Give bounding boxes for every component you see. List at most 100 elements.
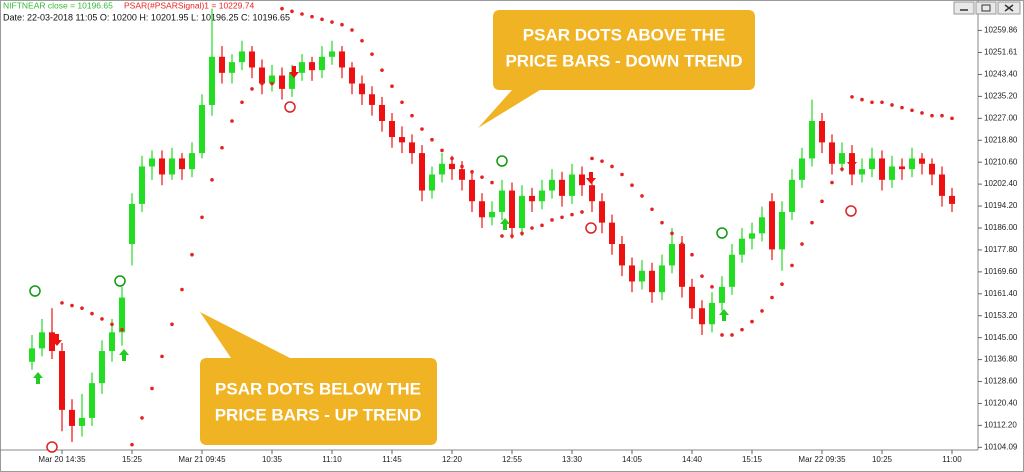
candle-body [439,163,445,175]
psar-dot [150,386,154,391]
y-tick-label: 10169.60 [984,267,1018,276]
signal-marker [46,441,58,453]
candle-body [89,383,95,418]
y-tick-label: 10104.09 [984,442,1018,451]
window-buttons[interactable] [953,1,1021,15]
candle-body [639,270,645,282]
maximize-button[interactable] [975,1,997,15]
candle-body [359,83,365,95]
candle-body [799,158,805,180]
candle-body [249,51,255,68]
psar-dot [310,14,314,19]
signal-marker [845,205,857,217]
maximize-icon [981,4,991,12]
psar-dot [400,100,404,105]
psar-dot [300,12,304,16]
candle-body [189,153,195,170]
candle-body [419,153,425,191]
bar-readout: Date: 22-03-2018 11:05 O: 10200 H: 10201… [3,12,290,22]
psar-dot [900,105,904,110]
candle-body [219,56,225,73]
y-tick-label: 10251.61 [984,48,1018,57]
psar-dot [520,231,524,236]
psar-dot [370,52,374,56]
psar-dot [670,231,674,236]
candle-body [289,72,295,89]
candle-body [789,179,795,212]
psar-dot [460,164,464,169]
candle-body [909,158,915,170]
candle-body [579,174,585,186]
candle-body [679,244,685,287]
psar-dot [130,442,134,447]
psar-dot [760,309,764,313]
psar-dot [620,172,624,177]
candle-body [619,244,625,266]
candle-body [469,179,475,202]
psar-dot [290,9,294,14]
y-tick-label: 10128.60 [984,377,1018,386]
candle-body [269,75,275,84]
candle-body [609,222,615,245]
candle-body [49,332,55,352]
x-tick-label: 10:25 [872,455,893,464]
candle-body [109,332,115,352]
psar-dot [600,159,604,163]
psar-dot [160,354,164,359]
psar-dot [880,100,884,105]
candle-body [689,286,695,309]
candle-body [879,158,885,180]
candle-body [939,174,945,196]
psar-dot [350,28,354,32]
x-tick-label: 11:10 [322,455,342,464]
psar-dot [170,322,174,327]
candle-body [59,351,65,410]
candle-body [429,174,435,191]
psar-dot [70,303,74,308]
candle-body [829,142,835,164]
psar-dot [690,252,694,257]
x-tick-label: 12:20 [442,455,463,464]
candle-body [229,62,235,73]
y-tick-label: 10120.40 [984,399,1018,408]
psar-dot [80,306,84,311]
candle-body [589,185,595,202]
x-tick-label: 12:55 [502,455,523,464]
psar-dot [480,175,484,179]
psar-dot [470,170,474,174]
candle-body [569,174,575,196]
psar-dot [380,68,384,72]
candle-body [539,190,545,202]
candle-body [839,153,845,164]
psar-dot [330,20,334,24]
x-tick-label: Mar 22 09:35 [798,455,846,464]
psar-dot [950,116,954,121]
psar-dot [250,87,254,91]
y-tick-label: 10145.00 [984,333,1018,342]
psar-dot [530,226,534,230]
x-tick-label: 11:45 [382,455,402,464]
candle-body [559,179,565,196]
psar-dot [430,137,434,142]
callout-text: PSAR DOTS ABOVE THE [523,25,725,44]
psar-dot [930,113,934,118]
psar-dot [510,234,514,238]
candle-body [179,158,185,170]
minimize-button[interactable] [953,1,975,15]
candle-body [519,195,525,228]
psar-dot [610,164,614,169]
candle-body [149,158,155,167]
psar-dot [180,287,184,292]
x-tick-label: 10:35 [262,455,283,464]
candle-body [719,286,725,303]
candle-body [329,51,335,57]
callout-text: PRICE BARS - DOWN TREND [505,51,742,70]
psar-dot [830,180,834,185]
candle-body [499,190,505,212]
candle-body [869,158,875,170]
buy-arrow [719,309,729,321]
psar-dot [700,274,704,278]
x-tick-label: Mar 20 14:35 [38,455,86,464]
candle-body [79,417,85,426]
candle-body [749,233,755,239]
